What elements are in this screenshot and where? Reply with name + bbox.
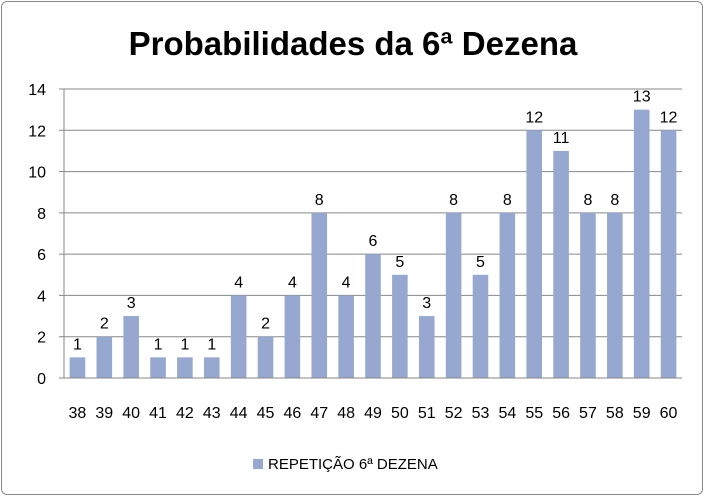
bar [203,357,220,378]
x-tick-label: 52 [445,405,463,422]
legend: REPETIÇÃO 6ª DEZENA [253,456,438,473]
x-tick-label: 59 [633,405,651,422]
x-tick-label: 42 [176,405,194,422]
data-label: 12 [660,109,678,126]
y-tick-label: 8 [37,206,46,223]
data-label: 1 [180,336,189,353]
bar [499,212,516,378]
data-label: 2 [261,316,270,333]
x-tick-label: 53 [472,405,490,422]
data-label: 11 [553,130,570,147]
y-tick-label: 4 [37,288,46,305]
bar [284,295,301,378]
data-label: 2 [100,316,109,333]
bar [177,357,193,378]
data-label: 13 [633,89,651,106]
data-label: 4 [234,274,243,291]
bar [338,295,354,378]
x-tick-label: 41 [149,405,167,422]
x-tick-label: 54 [498,405,516,422]
bar [445,212,462,378]
bar [230,295,247,378]
data-label: 1 [73,336,82,353]
x-tick-label: 45 [257,405,275,422]
x-axis: 38 39 40 41 42 43 44 45 46 47 48 49 50 51 52 53 54 55 56 57… [64,377,682,422]
x-tick-label: 38 [69,405,87,422]
x-tick-label: 47 [310,405,328,422]
data-label: 8 [315,192,324,209]
bar [69,357,86,378]
data-label: 12 [525,109,543,126]
data-label: 3 [127,295,136,312]
bar [526,130,543,378]
legend-swatch [253,459,263,469]
data-label: 8 [610,192,619,209]
bar [472,274,489,378]
x-tick-label: 56 [552,405,570,422]
x-tick-label: 48 [337,405,355,422]
bar [418,316,435,378]
x-tick-label: 60 [660,405,678,422]
bar [660,130,677,378]
bar [392,274,408,378]
x-tick-label: 49 [364,405,382,422]
x-tick-label: 46 [283,405,301,422]
data-label: 5 [476,254,485,271]
y-axis: 0 2 4 6 8 10 12 14 [28,82,65,388]
data-label: 8 [584,192,593,209]
bar [150,357,166,378]
y-tick-label: 6 [37,247,46,264]
data-label: 5 [395,254,404,271]
y-tick-label: 12 [28,123,46,140]
data-label: 6 [369,233,378,250]
bar [607,212,623,378]
legend-label: REPETIÇÃO 6ª DEZENA [268,456,438,473]
data-label: 4 [342,274,351,291]
bar [580,212,596,378]
bar [365,254,381,378]
bar [123,316,139,378]
y-tick-label: 10 [28,165,46,182]
data-label: 1 [207,336,216,353]
x-tick-label: 44 [230,405,248,422]
x-tick-label: 39 [95,405,113,422]
x-tick-label: 50 [391,405,409,422]
bars [69,109,677,379]
bar [96,336,113,378]
x-tick-label: 58 [606,405,624,422]
chart-title: Probabilidades da 6ª Dezena [129,25,578,62]
data-label: 1 [154,336,163,353]
bar [633,109,650,379]
x-tick-label: 51 [418,405,436,422]
x-tick-label: 43 [203,405,221,422]
data-label: 4 [288,274,297,291]
bar [257,336,274,378]
x-tick-label: 57 [579,405,597,422]
data-label: 8 [449,192,458,209]
data-label: 8 [503,192,512,209]
y-tick-label: 14 [28,82,46,99]
bar [553,150,569,378]
data-label: 3 [422,295,431,312]
x-tick-label: 40 [122,405,140,422]
y-tick-label: 2 [37,330,46,347]
y-tick-label: 0 [37,371,46,388]
x-tick-label: 55 [525,405,543,422]
bar [311,212,328,378]
